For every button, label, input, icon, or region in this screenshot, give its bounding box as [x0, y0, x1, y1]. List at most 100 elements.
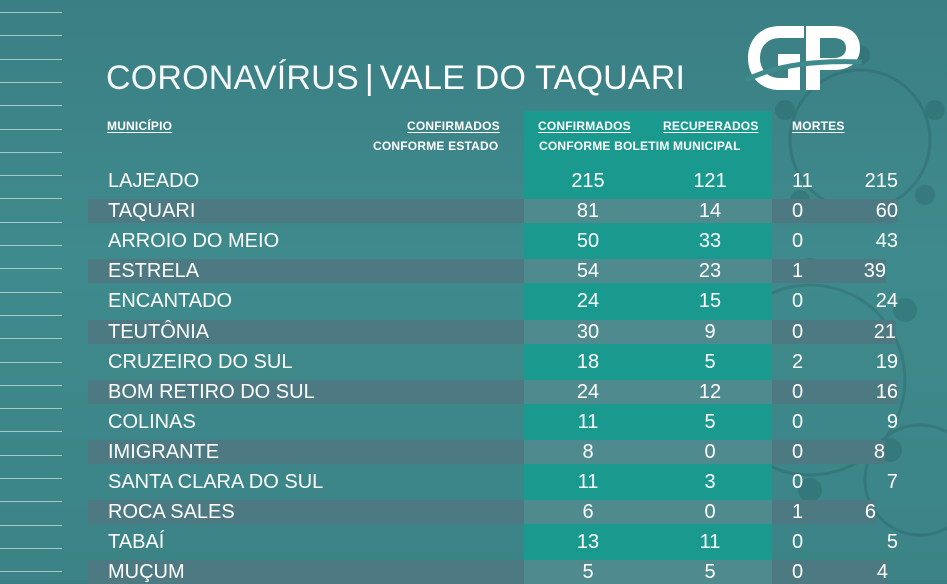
recuperados-cell: 12: [698, 381, 722, 403]
boletim-cell-band: [524, 440, 772, 464]
mortes-cell: 0: [792, 561, 804, 583]
recuperados-cell: 11: [699, 531, 721, 553]
title-separator: |: [364, 59, 374, 97]
recuperados-cell: 121: [693, 170, 727, 192]
table-row: LAJEADO 215 215 121 11: [88, 169, 898, 193]
confirmados-estado-cell: 19: [875, 351, 898, 373]
table-row: COLINAS 9 11 5 0: [88, 410, 898, 434]
municipio-cell: BOM RETIRO DO SUL: [108, 381, 315, 403]
header-confirmados-estado: CONFIRMADOS: [407, 119, 500, 133]
recuperados-cell: 5: [704, 351, 716, 373]
title-region: VALE DO TAQUARI: [379, 59, 686, 97]
confirmados-boletim-cell: 24: [576, 381, 600, 403]
confirmados-boletim-cell: 215: [571, 170, 605, 192]
municipio-cell: ENCANTADO: [108, 290, 233, 312]
confirmados-boletim-cell: 81: [576, 200, 600, 222]
confirmados-boletim-cell: 11: [577, 471, 599, 493]
recuperados-cell: 0: [704, 501, 716, 523]
table-row: ESTRELA 39 54 23 1: [88, 259, 886, 283]
recuperados-cell: 5: [704, 411, 716, 433]
confirmados-estado-cell: 215: [864, 170, 898, 192]
boletim-cell-band: [524, 259, 772, 283]
confirmados-estado-cell: 60: [875, 200, 898, 222]
confirmados-boletim-cell: 8: [582, 441, 594, 463]
table-row: MUÇUM 4 5 5 0: [88, 560, 888, 584]
confirmados-boletim-cell: 13: [576, 531, 600, 553]
gp-logo-icon: [744, 26, 863, 90]
confirmados-estado-cell: 43: [875, 230, 898, 252]
table-row: IMIGRANTE 8 8 0 0: [88, 440, 885, 464]
confirmados-boletim-cell: 5: [582, 561, 594, 583]
municipio-cell: CRUZEIRO DO SUL: [108, 351, 293, 373]
header-mortes: MORTES: [792, 119, 845, 133]
mortes-cell: 0: [792, 230, 804, 252]
municipio-cell: TEUTÔNIA: [108, 321, 210, 343]
table-row: CRUZEIRO DO SUL 19 18 5 2: [88, 350, 898, 374]
boletim-cell-band: [524, 380, 772, 404]
confirmados-estado-cell: 9: [886, 411, 898, 433]
recuperados-cell: 3: [704, 471, 716, 493]
municipio-cell: ESTRELA: [108, 260, 200, 282]
boletim-cell-band: [524, 320, 772, 344]
header-municipio: MUNICÍPIO: [107, 119, 173, 133]
municipio-cell: TAQUARI: [108, 200, 196, 222]
confirmados-estado-cell: 24: [875, 290, 898, 312]
recuperados-cell: 9: [704, 321, 716, 343]
mortes-cell: 1: [792, 260, 804, 282]
table-row: ENCANTADO 24 24 15 0: [88, 289, 898, 313]
recuperados-cell: 33: [698, 230, 722, 252]
mortes-cell: 0: [792, 381, 804, 403]
municipio-cell: MUÇUM: [108, 561, 185, 583]
mortes-cell: 0: [792, 290, 804, 312]
recuperados-cell: 5: [704, 561, 716, 583]
header-recuperados: RECUPERADOS: [663, 119, 759, 133]
table-row: SANTA CLARA DO SUL 7 11 3 0: [88, 470, 898, 494]
mortes-cell: 11: [792, 170, 813, 192]
confirmados-estado-cell: 7: [886, 471, 898, 493]
mortes-cell: 0: [792, 471, 804, 493]
recuperados-cell: 0: [704, 441, 716, 463]
confirmados-boletim-cell: 30: [576, 321, 600, 343]
municipio-cell: SANTA CLARA DO SUL: [108, 471, 324, 493]
confirmados-boletim-cell: 24: [576, 290, 600, 312]
header-conforme-estado: CONFORME ESTADO: [373, 139, 499, 153]
notebook-lines-decoration: [0, 0, 62, 580]
table-row: TABAÍ 5 13 11 0: [88, 530, 898, 554]
confirmados-boletim-cell: 11: [577, 411, 599, 433]
mortes-cell: 2: [792, 351, 804, 373]
confirmados-boletim-cell: 54: [576, 260, 600, 282]
table-row: TEUTÔNIA 21 30 9 0: [88, 320, 896, 344]
municipio-cell: COLINAS: [108, 411, 196, 433]
header-conforme-boletim: CONFORME BOLETIM MUNICIPAL: [539, 139, 741, 153]
recuperados-cell: 14: [698, 200, 722, 222]
municipio-cell: TABAÍ: [108, 531, 165, 553]
mortes-cell: 1: [792, 501, 804, 523]
mortes-cell: 0: [792, 411, 804, 433]
confirmados-boletim-cell: 6: [582, 501, 594, 523]
title-coronavirus: CORONAVÍRUS: [106, 59, 359, 97]
confirmados-estado-cell: 16: [875, 381, 898, 403]
mortes-cell: 0: [792, 321, 804, 343]
confirmados-estado-cell: 5: [886, 531, 898, 553]
boletim-cell-band: [524, 199, 772, 223]
mortes-cell: 0: [792, 200, 804, 222]
confirmados-boletim-cell: 18: [576, 351, 600, 373]
table-row: ROCA SALES 6 6 0 1: [88, 500, 876, 524]
recuperados-cell: 15: [698, 290, 722, 312]
header-confirmados-boletim: CONFIRMADOS: [538, 119, 631, 133]
boletim-cell-band: [524, 500, 772, 524]
recuperados-cell: 23: [698, 260, 722, 282]
table-row: BOM RETIRO DO SUL 16 24 12 0: [88, 380, 898, 404]
confirmados-estado-cell: 4: [876, 561, 888, 583]
municipio-cell: ARROIO DO MEIO: [108, 230, 280, 252]
mortes-cell: 0: [792, 441, 804, 463]
table-row: ARROIO DO MEIO 43 50 33 0: [88, 229, 898, 253]
municipio-cell: IMIGRANTE: [108, 441, 220, 463]
municipio-cell: ROCA SALES: [108, 501, 235, 523]
page-title: CORONAVÍRUS | VALE DO TAQUARI: [106, 58, 685, 98]
confirmados-estado-cell: 39: [863, 260, 886, 282]
mortes-cell: 0: [792, 531, 804, 553]
confirmados-estado-cell: 8: [873, 441, 885, 463]
confirmados-boletim-cell: 50: [576, 230, 600, 252]
table-row: TAQUARI 60 81 14 0: [88, 199, 898, 223]
